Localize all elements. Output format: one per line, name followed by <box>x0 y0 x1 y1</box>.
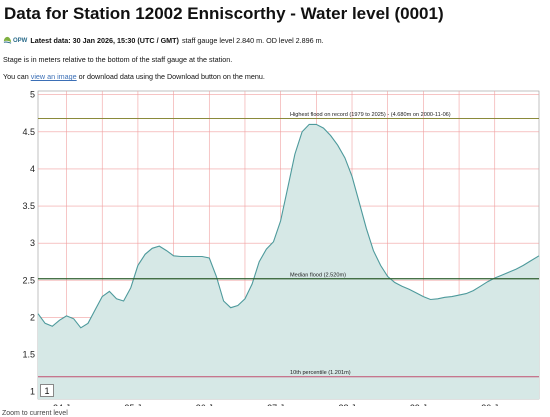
y-tick-label: 4 <box>30 164 35 174</box>
page-title: Data for Station 12002 Enniscorthy - Wat… <box>4 4 444 23</box>
water-level-area <box>38 124 539 400</box>
y-tick-label: 1 <box>30 387 35 397</box>
latest-value: staff gauge level 2.840 m. OD level 2.89… <box>181 36 324 45</box>
latest-data-line: OPW Latest data: 30 Jan 2026, 15:30 (UTC… <box>3 36 324 45</box>
view-image-link[interactable]: view an image <box>30 72 77 81</box>
x-tick-label: 29 Jan <box>410 403 437 406</box>
water-level-line <box>37 123 540 329</box>
download-prefix: You can <box>3 72 29 81</box>
download-line: You can view an image or download data u… <box>3 72 265 81</box>
water-level-chart: Highest flood on record (1979 to 2025) -… <box>22 90 540 406</box>
y-tick-label: 4.5 <box>22 127 35 137</box>
latest-label: Latest data: 30 Jan 2026, 15:30 (UTC / G… <box>30 36 179 45</box>
y-tick-label: 2 <box>30 312 35 322</box>
x-tick-label: 25 Jan <box>124 403 151 406</box>
reference-lines: Highest flood on record (1979 to 2025) -… <box>38 112 539 378</box>
logo-text: OPW <box>13 37 28 44</box>
reference-label-p10: 10th percentile (1.201m) <box>290 370 351 376</box>
download-suffix: or download data using the Download butt… <box>78 72 265 81</box>
x-tick-label: 24 Jan <box>53 403 80 406</box>
area-layer <box>37 123 540 400</box>
x-tick-label: 27 Jan <box>267 403 294 406</box>
opw-logo: OPW <box>3 36 27 45</box>
reference-label-median_flood: Median flood (2.520m) <box>290 272 346 278</box>
x-tick-label: 26 Jan <box>196 403 223 406</box>
x-tick-label: 30 Jan <box>481 403 508 406</box>
y-tick-label: 1.5 <box>22 349 35 359</box>
reference-label-highest_flood: Highest flood on record (1979 to 2025) -… <box>290 112 451 118</box>
x-tick-label: 28 Jan <box>339 403 366 406</box>
y-tick-label: 2.5 <box>22 275 35 285</box>
stage-note: Stage is in meters relative to the botto… <box>3 55 233 64</box>
tick-labels: 1 1.5 2 2.5 3 3.5 4 4.5 5 24 Jan 25 Jan 26 Jan 27 Ja… <box>22 90 508 406</box>
zoom-note: Zoom to current level <box>2 410 68 417</box>
y-tick-label: 3 <box>30 238 35 248</box>
zoom-level-box[interactable]: 1 <box>40 384 54 397</box>
y-tick-label: 3.5 <box>22 201 35 211</box>
y-tick-label: 5 <box>30 90 35 100</box>
